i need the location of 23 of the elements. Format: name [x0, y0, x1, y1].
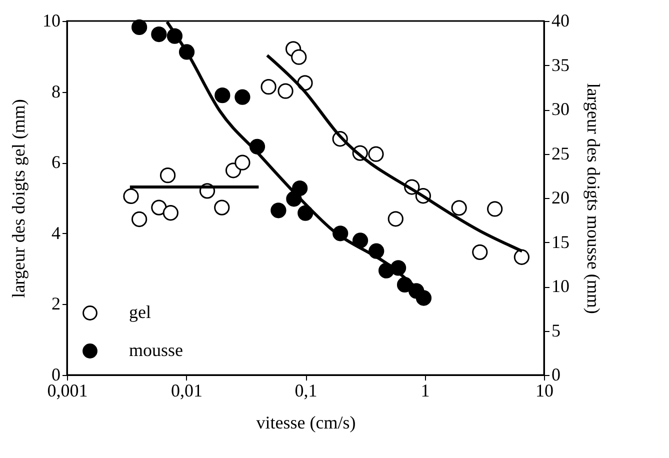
- y2-axis-title: largeur des doigts mousse (mm): [584, 83, 604, 314]
- y2-tick-label: 0: [552, 364, 560, 384]
- x-tick-label: 1: [420, 380, 430, 400]
- y2-tick-label: 40: [552, 10, 570, 30]
- y-axis-title: largeur des doigts gel (mm): [8, 99, 28, 298]
- x-tick-label: 0,01: [171, 380, 202, 400]
- legend-label: mousse: [129, 340, 184, 360]
- y2-tick-label: 10: [552, 276, 570, 296]
- y-tick-label: 6: [52, 152, 60, 172]
- legend-label: gel: [129, 302, 151, 322]
- y-tick-label: 8: [52, 81, 60, 102]
- y-tick-label: 10: [42, 10, 60, 30]
- x-tick-label: 10: [536, 380, 554, 400]
- x-tick-label: 0,1: [294, 380, 318, 400]
- y2-tick-label: 35: [552, 54, 570, 75]
- y2-tick-label: 5: [552, 320, 560, 340]
- y-tick-label: 4: [52, 222, 60, 243]
- y2-tick-label: 15: [552, 232, 570, 252]
- y2-tick-label: 20: [552, 188, 570, 208]
- x-axis-title: vitesse (cm/s): [256, 412, 356, 432]
- y2-tick-label: 30: [552, 99, 570, 119]
- y-tick-label: 2: [52, 294, 60, 314]
- y2-tick-label: 25: [552, 143, 570, 164]
